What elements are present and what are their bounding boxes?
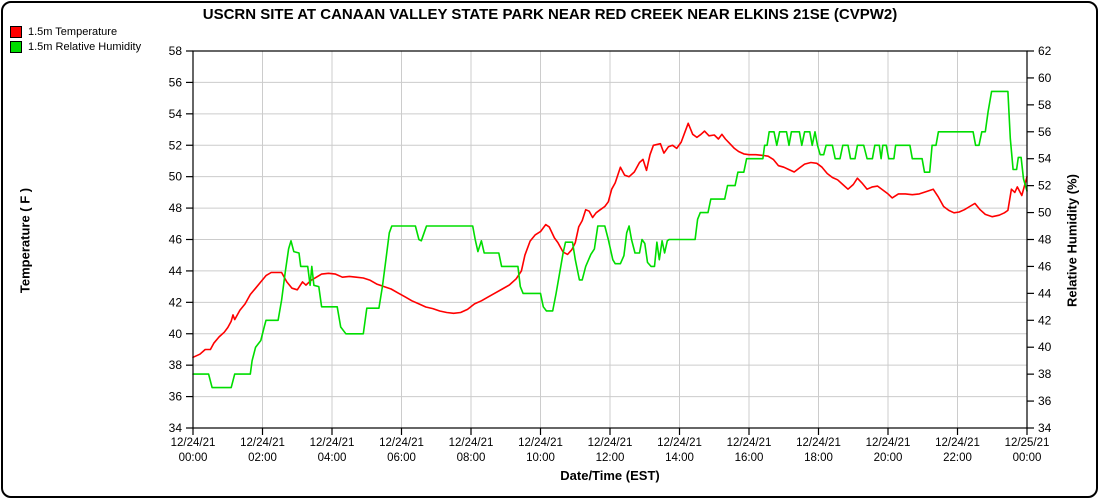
temperature-line: [192, 122, 1028, 359]
y-left-tick-label: 52: [169, 138, 183, 152]
x-tick-label: 12/24/21 16:00: [727, 437, 772, 464]
x-tick-label: 12/24/21 02:00: [240, 437, 285, 464]
x-tick-label: 12/24/21 04:00: [310, 437, 355, 464]
temperature-swatch-icon: [10, 25, 22, 38]
y-right-tick-label: 50: [1038, 206, 1052, 220]
y-right-tick-label: 52: [1038, 179, 1052, 193]
x-tick-label: 12/24/21 00:00: [171, 437, 216, 464]
y-right-tick-label: 62: [1038, 44, 1052, 58]
y-left-tick-label: 36: [169, 390, 183, 404]
y-left-tick-label: 48: [169, 201, 183, 215]
y-right-tick-label: 54: [1038, 152, 1052, 166]
x-tick-label: 12/24/21 10:00: [518, 437, 563, 464]
y-left-tick-label: 34: [169, 421, 183, 435]
y-right-tick-label: 40: [1038, 340, 1052, 354]
legend: 1.5m Temperature 1.5m Relative Humidity: [10, 24, 141, 54]
y-right-tick-label: 44: [1038, 286, 1052, 300]
axes: [186, 50, 1034, 435]
y-left-tick-label: 40: [169, 327, 183, 341]
legend-item-humidity: 1.5m Relative Humidity: [10, 39, 141, 54]
y-right-tick-label: 36: [1038, 394, 1052, 408]
x-tick-label: 12/24/21 20:00: [866, 437, 911, 464]
y-left-tick-label: 44: [169, 264, 183, 278]
y-left-tick-label: 50: [169, 170, 183, 184]
y-left-axis-title: Temperature ( F ): [17, 187, 33, 294]
y-right-tick-label: 38: [1038, 367, 1052, 381]
y-right-tick-label: 56: [1038, 125, 1052, 139]
y-left-tick-label: 42: [169, 295, 183, 309]
y-left-tick-label: 58: [169, 44, 183, 58]
x-tick-label: 12/24/21 06:00: [379, 437, 424, 464]
x-tick-label: 12/24/21 12:00: [588, 437, 633, 464]
y-left-tick-label: 38: [169, 358, 183, 372]
y-right-axis-title: Relative Humidity (%): [1064, 174, 1080, 307]
y-right-tick-label: 60: [1038, 71, 1052, 85]
x-tick-label: 12/24/21 22:00: [935, 437, 980, 464]
grid-lines: [193, 51, 1027, 428]
y-left-tick-label: 46: [169, 233, 183, 247]
humidity-line: [192, 90, 1028, 389]
x-tick-label: 12/25/21 00:00: [1005, 437, 1050, 464]
y-right-tick-label: 42: [1038, 313, 1052, 327]
x-tick-label: 12/24/21 18:00: [796, 437, 841, 464]
x-tick-label: 12/24/21 08:00: [449, 437, 494, 464]
y-right-tick-label: 46: [1038, 259, 1052, 273]
x-tick-label: 12/24/21 14:00: [657, 437, 702, 464]
y-left-tick-label: 56: [169, 75, 183, 89]
x-axis-title: Date/Time (EST): [560, 468, 660, 483]
legend-label-temperature: 1.5m Temperature: [28, 25, 118, 38]
legend-label-humidity: 1.5m Relative Humidity: [28, 40, 142, 53]
y-right-tick-label: 48: [1038, 233, 1052, 247]
tick-labels: 34 36 38 40 42 44 46 48 50 52 54 56 58 34 36 38 40 42 44 46…: [169, 44, 1052, 464]
legend-item-temperature: 1.5m Temperature: [10, 24, 141, 39]
y-right-tick-label: 34: [1038, 421, 1052, 435]
humidity-swatch-icon: [10, 40, 22, 53]
data-series: [192, 90, 1028, 389]
chart-title: USCRN SITE AT CANAAN VALLEY STATE PARK N…: [202, 6, 898, 23]
y-left-tick-label: 54: [169, 107, 183, 121]
y-right-tick-label: 58: [1038, 98, 1052, 112]
